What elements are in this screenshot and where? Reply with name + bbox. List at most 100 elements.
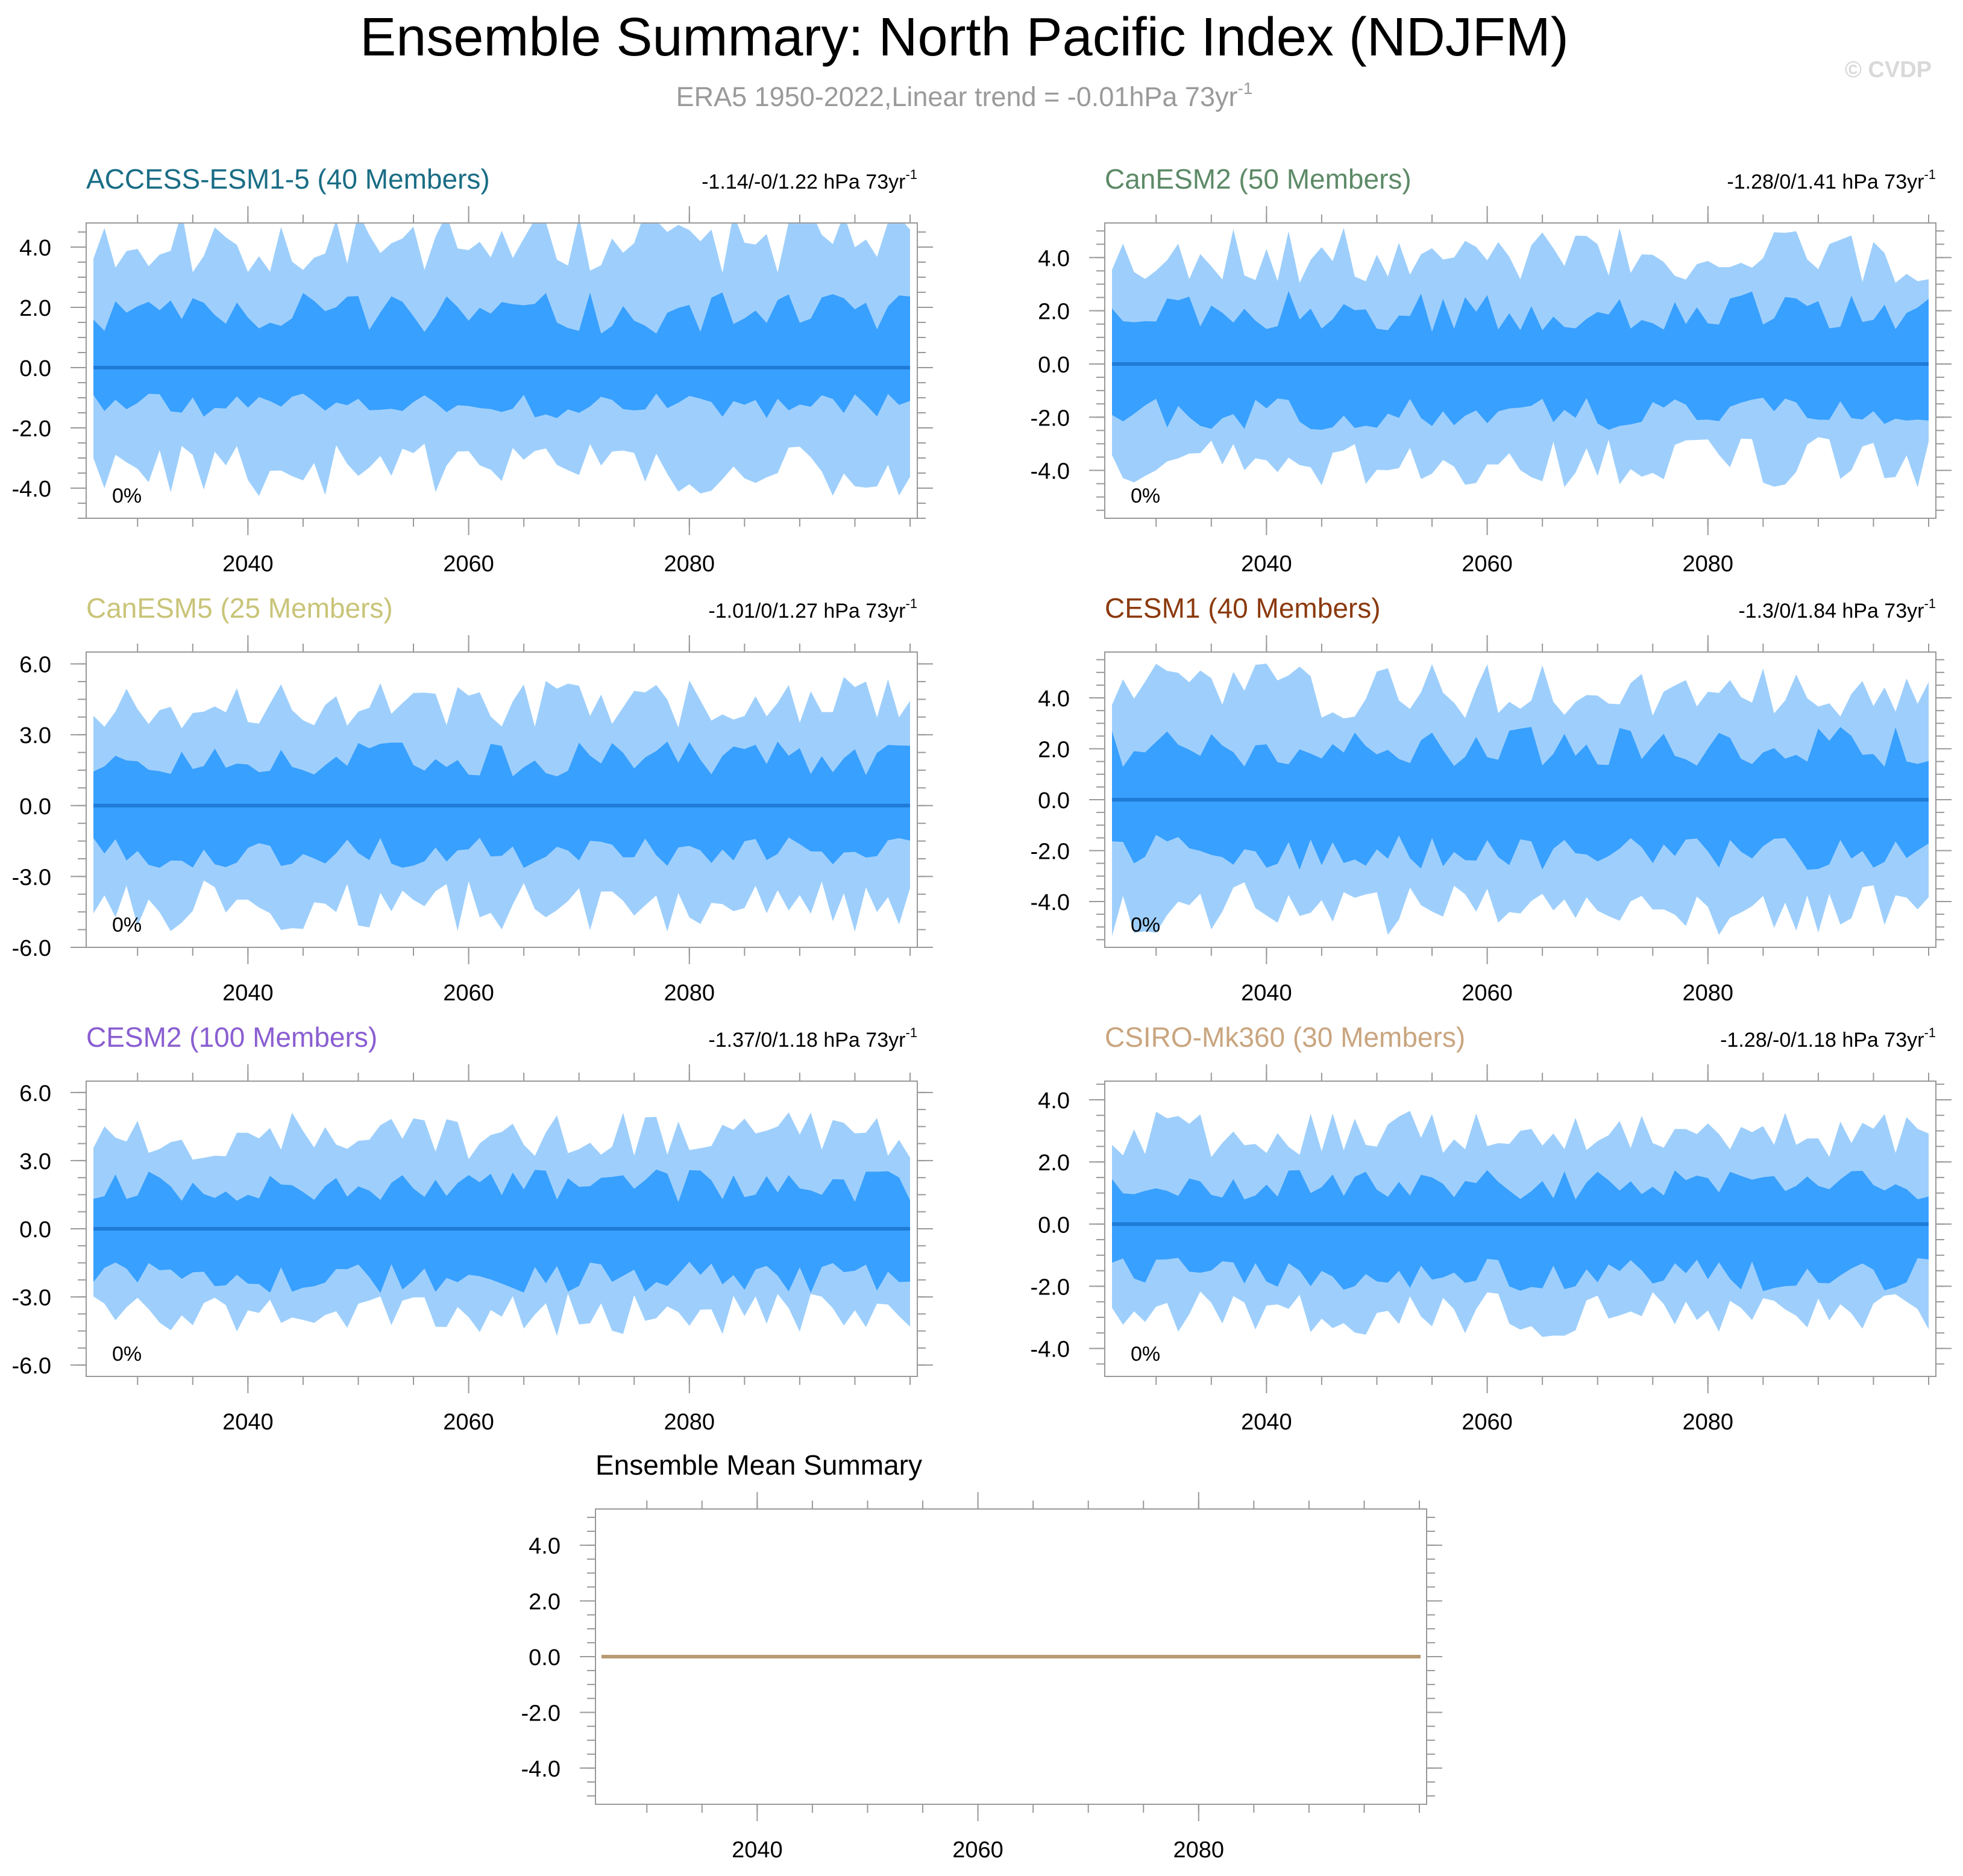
trend-label-superscript: -1 — [905, 1025, 917, 1040]
y-tick-label: 2.0 — [529, 1590, 561, 1615]
trend-label: -1.28/-0/1.18 hPa 73yr-1 — [1720, 1025, 1936, 1052]
y-tick-label: -2.0 — [1031, 1275, 1070, 1300]
plot-frame — [86, 222, 918, 519]
percent-label: 0% — [1131, 914, 1160, 936]
plot-frame — [86, 651, 918, 948]
inner-spread-band — [93, 292, 910, 418]
x-tick-label: 2080 — [1683, 980, 1734, 1006]
y-tick-label: 0.0 — [1038, 353, 1070, 378]
y-tick-label: 6.0 — [19, 653, 51, 678]
plot-frame — [1104, 1081, 1936, 1377]
percent-label: 0% — [1131, 485, 1160, 507]
panel-6: 4.0 2.0 0.0 -2.0 -4.0 2040 2060 2080 CSIRO-Mk360… — [1031, 1021, 1952, 1435]
panel-1: 4.0 2.0 0.0 -2.0 -4.0 2040 2060 2080 ACCESS-ESM1… — [12, 163, 933, 577]
panel-title: CanESM5 (25 Members) — [86, 592, 393, 624]
y-tick-label: 0.0 — [1038, 1212, 1070, 1238]
trend-label: -1.28/0/1.41 hPa 73yr-1 — [1727, 167, 1936, 193]
x-tick-label: 2040 — [732, 1837, 783, 1863]
y-tick-label: -4.0 — [12, 477, 51, 502]
figure-subtitle-text: ERA5 1950-2022,Linear trend = -0.01hPa 7… — [676, 81, 1238, 112]
figure-subtitle: ERA5 1950-2022,Linear trend = -0.01hPa 7… — [676, 79, 1253, 112]
y-tick-label: 6.0 — [19, 1081, 51, 1106]
y-tick-label: 4.0 — [1038, 246, 1070, 271]
y-tick-label: 3.0 — [19, 1149, 51, 1175]
y-tick-label: 4.0 — [1038, 686, 1070, 712]
x-tick-label: 2040 — [222, 551, 274, 577]
trend-label-text: -1.14/-0/1.22 hPa 73yr — [702, 171, 905, 193]
cvdp-watermark: © CVDP — [1845, 57, 1932, 83]
trend-label-superscript: -1 — [1924, 1025, 1936, 1040]
x-tick-label: 2080 — [664, 980, 715, 1006]
trend-label: -1.3/0/1.84 hPa 73yr-1 — [1738, 596, 1936, 623]
y-tick-label: -3.0 — [12, 865, 51, 890]
plot-frame — [1104, 222, 1936, 519]
y-tick-label: 0.0 — [19, 1217, 51, 1243]
y-tick-label: -4.0 — [1031, 459, 1070, 485]
x-tick-label: 2040 — [1241, 551, 1292, 577]
percent-label: 0% — [1131, 1343, 1160, 1366]
trend-label-text: -1.3/0/1.84 hPa 73yr — [1738, 600, 1924, 623]
y-tick-label: 4.0 — [19, 236, 51, 261]
y-tick-label: 4.0 — [529, 1534, 561, 1559]
panel-title: ACCESS-ESM1-5 (40 Members) — [86, 163, 490, 195]
panel-title: CESM2 (100 Members) — [86, 1021, 377, 1053]
y-tick-label: -2.0 — [1031, 839, 1070, 864]
y-tick-label: -2.0 — [521, 1701, 561, 1726]
trend-label-text: -1.37/0/1.18 hPa 73yr — [708, 1029, 905, 1052]
y-tick-label: 2.0 — [1038, 1150, 1070, 1176]
y-tick-label: 2.0 — [1038, 300, 1070, 325]
inner-spread-band — [93, 1169, 910, 1293]
y-tick-label: 0.0 — [19, 794, 51, 820]
y-tick-label: 0.0 — [19, 356, 51, 381]
x-tick-label: 2040 — [1241, 1410, 1292, 1435]
trend-label-superscript: -1 — [1924, 596, 1936, 611]
panels-container: 4.0 2.0 0.0 -2.0 -4.0 2040 2060 2080 ACCESS-ESM1… — [12, 163, 1952, 1863]
inner-spread-band — [1112, 290, 1929, 430]
percent-label: 0% — [112, 914, 142, 936]
trend-label-superscript: -1 — [1924, 167, 1936, 182]
figure-subtitle-superscript: -1 — [1237, 79, 1252, 98]
trend-label: -1.37/0/1.18 hPa 73yr-1 — [708, 1025, 917, 1052]
percent-label: 0% — [112, 1343, 142, 1366]
y-tick-label: 3.0 — [19, 723, 51, 748]
trend-label: -1.14/-0/1.22 hPa 73yr-1 — [702, 167, 917, 193]
x-tick-label: 2080 — [664, 551, 715, 577]
trend-label-text: -1.01/0/1.27 hPa 73yr — [708, 600, 905, 623]
x-tick-label: 2080 — [1683, 551, 1734, 577]
panel-4: 4.0 2.0 0.0 -2.0 -4.0 2040 2060 2080 CESM1 (40 M… — [1031, 592, 1952, 1006]
y-tick-label: 2.0 — [1038, 738, 1070, 763]
y-tick-label: -4.0 — [1031, 890, 1070, 915]
y-tick-label: -3.0 — [12, 1285, 51, 1311]
y-tick-label: -6.0 — [12, 1354, 51, 1379]
y-tick-label: -2.0 — [1031, 406, 1070, 431]
panel-title: CSIRO-Mk360 (30 Members) — [1105, 1021, 1465, 1053]
x-tick-label: 2060 — [1462, 980, 1513, 1006]
y-tick-label: 0.0 — [529, 1645, 561, 1671]
x-tick-label: 2080 — [1683, 1410, 1734, 1435]
panel-title: Ensemble Mean Summary — [595, 1449, 922, 1481]
x-tick-label: 2080 — [664, 1410, 715, 1435]
inner-spread-band — [1112, 1170, 1929, 1291]
y-tick-label: -6.0 — [12, 936, 51, 961]
y-tick-label: -2.0 — [12, 416, 51, 442]
panel-title: CESM1 (40 Members) — [1105, 592, 1381, 624]
x-tick-label: 2040 — [222, 980, 274, 1006]
figure-title: Ensemble Summary: North Pacific Index (N… — [360, 7, 1569, 67]
trend-label: -1.01/0/1.27 hPa 73yr-1 — [708, 596, 917, 623]
y-tick-label: -4.0 — [1031, 1337, 1070, 1363]
trend-label-text: -1.28/0/1.41 hPa 73yr — [1727, 171, 1924, 193]
x-tick-label: 2080 — [1173, 1837, 1225, 1863]
trend-label-superscript: -1 — [905, 596, 917, 611]
y-tick-label: -4.0 — [521, 1757, 561, 1782]
x-tick-label: 2060 — [952, 1837, 1003, 1863]
trend-label-superscript: -1 — [905, 167, 917, 182]
panel-7: 4.0 2.0 0.0 -2.0 -4.0 2040 2060 2080 Ensemble Me… — [521, 1449, 1442, 1863]
trend-label-text: -1.28/-0/1.18 hPa 73yr — [1720, 1029, 1924, 1052]
panel-2: 4.0 2.0 0.0 -2.0 -4.0 2040 2060 2080 CanESM2 (50… — [1031, 163, 1952, 577]
x-tick-label: 2060 — [443, 980, 494, 1006]
x-tick-label: 2040 — [222, 1410, 274, 1435]
x-tick-label: 2060 — [443, 551, 494, 577]
x-tick-label: 2060 — [443, 1410, 494, 1435]
x-tick-label: 2060 — [1462, 551, 1513, 577]
